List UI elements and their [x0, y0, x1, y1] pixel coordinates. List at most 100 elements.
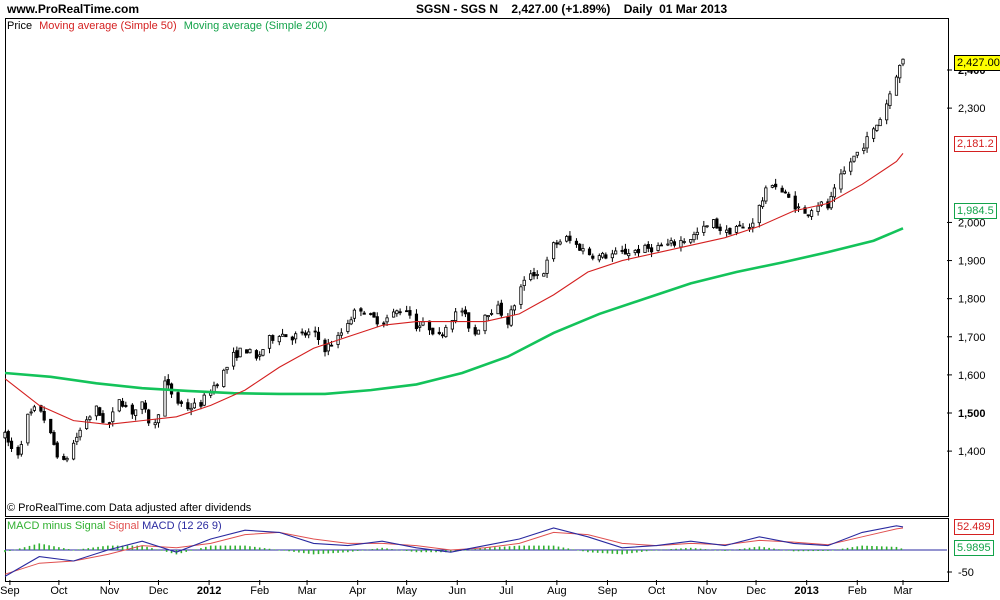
macd-hist-bar-174 — [856, 546, 859, 550]
macd-hist-bar-134 — [660, 549, 663, 551]
macd-hist-bar-98 — [484, 547, 486, 550]
candle-body-2011-11-29 — [153, 422, 157, 426]
macd-hist-bar-11 — [58, 547, 60, 550]
candle-body-2012-06-12 — [473, 327, 477, 335]
candle-body-2012-11-07 — [715, 218, 719, 229]
candle-body-2012-10-16 — [679, 239, 683, 248]
macd-hist-bar-60 — [298, 550, 300, 553]
candle-body-2013-02-15 — [878, 119, 882, 127]
candle-body-2011-10-04 — [62, 455, 66, 460]
candle-body-2012-10-24 — [692, 233, 696, 241]
macd-hist-bar-161 — [792, 550, 795, 552]
ma200-badge: 1,984.5 — [954, 203, 997, 219]
candle-body-2012-02-07 — [267, 335, 272, 349]
x-tick-label-9: Jun — [448, 585, 466, 597]
macd-hist-bar-9 — [48, 545, 50, 550]
macd-hist-bar-166 — [817, 550, 819, 552]
candle-body-2012-07-18 — [532, 272, 536, 277]
macd-hist-bar-82 — [405, 550, 408, 551]
candle-body-2012-04-03 — [359, 308, 363, 312]
price-legend: Price Moving average (Simple 50) Moving … — [7, 20, 331, 32]
macd-hist-bar-152 — [748, 547, 751, 550]
candle-body-2012-10-12 — [672, 241, 677, 246]
macd-hist-bar-73 — [361, 550, 364, 551]
macd-hist-bar-154 — [758, 546, 761, 550]
macd-hist-bar-130 — [640, 550, 643, 552]
candle-body-2012-01-06 — [215, 384, 219, 387]
candle-body-2012-12-11 — [770, 185, 774, 188]
candle-body-2012-07-26 — [545, 259, 549, 274]
macd-hist-bar-96 — [474, 549, 477, 550]
candle-body-2012-04-19 — [385, 317, 389, 323]
candle-body-2011-11-17 — [134, 409, 138, 416]
candle-body-2011-11-09 — [120, 400, 125, 407]
macd-hist-bar-180 — [885, 546, 888, 550]
macd-hist-bar-149 — [734, 549, 736, 551]
macd-hist-bar-102 — [503, 546, 506, 550]
candle-body-2013-02-25 — [894, 76, 899, 96]
macd-hist-bar-33 — [165, 550, 168, 552]
macd-hist-bar-145 — [714, 550, 717, 551]
macd-y-tick-label-0: -50 — [958, 567, 974, 579]
candle-body-2011-11-25 — [147, 409, 151, 424]
macd-hist-bar-13 — [67, 549, 70, 550]
macd-hist-bar-156 — [768, 547, 770, 550]
macd-hist-bar-159 — [783, 549, 785, 551]
macd-hist-bar-97 — [479, 548, 481, 550]
candle-body-2013-02-11 — [872, 128, 876, 139]
candle-body-2012-08-23 — [591, 255, 595, 259]
candle-body-2012-05-01 — [405, 310, 409, 313]
macd-hist-bar-52 — [258, 547, 261, 550]
x-tick-label-12: Sep — [598, 585, 618, 597]
macd-hist-bar-157 — [773, 548, 775, 550]
candle-body-2012-03-06 — [313, 330, 317, 333]
candle-body-2012-01-18 — [235, 350, 239, 359]
candle-body-2012-11-13 — [725, 229, 729, 233]
macd-hist-bar-43 — [214, 545, 217, 550]
y-tick-label-2: 2,000 — [958, 217, 986, 229]
candle-body-2011-11-11 — [124, 404, 128, 407]
macd-hist-bar-12 — [62, 548, 65, 550]
macd-hist-bar-47 — [234, 545, 237, 550]
candle-body-2012-03-08 — [316, 331, 321, 341]
macd-hist-bar-86 — [425, 550, 428, 553]
x-tick-label-2: Nov — [100, 585, 120, 597]
macd-hist-bar-77 — [381, 547, 383, 550]
candle-body-2012-09-12 — [623, 248, 628, 255]
candle-body-2012-12-13 — [774, 183, 778, 188]
macd-hist-bar-91 — [449, 550, 452, 553]
legend-ma200: Moving average (Simple 200) — [183, 20, 328, 32]
candle-body-2012-07-10 — [519, 286, 523, 305]
macd-hist-bar-30 — [151, 548, 153, 550]
candle-body-2012-11-01 — [705, 225, 709, 228]
copyright-note: © ProRealTime.com Data adjusted after di… — [7, 502, 252, 514]
macd-hist-bar-76 — [376, 548, 379, 550]
candle-body-2012-08-27 — [597, 255, 601, 261]
candle-body-2012-11-21 — [738, 224, 742, 227]
macd-hist-bar-158 — [778, 549, 780, 550]
macd-hist-bar-49 — [244, 545, 246, 550]
candle-body-2012-06-18 — [483, 314, 487, 332]
macd-hist-bar-121 — [596, 550, 599, 553]
candle-body-2013-03-01 — [901, 58, 905, 65]
candle-body-2013-02-27 — [898, 64, 902, 79]
candle-body-2012-01-12 — [225, 366, 229, 371]
macd-hist-bar-36 — [180, 550, 183, 554]
candle-body-2012-09-28 — [649, 247, 654, 253]
candle-body-2011-09-12 — [26, 413, 30, 444]
macd-legend: MACD minus Signal Signal MACD (12 26 9) — [7, 520, 222, 532]
candle-body-2012-11-15 — [728, 227, 732, 235]
macd-hist-bar-79 — [391, 549, 393, 550]
candle-body-2012-12-19 — [783, 191, 788, 194]
macd-hist-bar-146 — [719, 550, 721, 551]
macd-hist-bar-139 — [685, 548, 687, 550]
x-tick-label-1: Oct — [50, 585, 67, 597]
macd-hist-bar-99 — [489, 547, 491, 550]
candle-body-2012-06-06 — [463, 309, 468, 315]
legend-macd-signal: Signal — [108, 520, 140, 532]
macd-hist-bar-56 — [278, 550, 281, 551]
macd-hist-bar-115 — [567, 548, 570, 550]
macd-hist-bar-118 — [582, 550, 584, 552]
macd-hist-bar-69 — [342, 550, 344, 553]
candle-body-2012-03-02 — [307, 331, 311, 336]
